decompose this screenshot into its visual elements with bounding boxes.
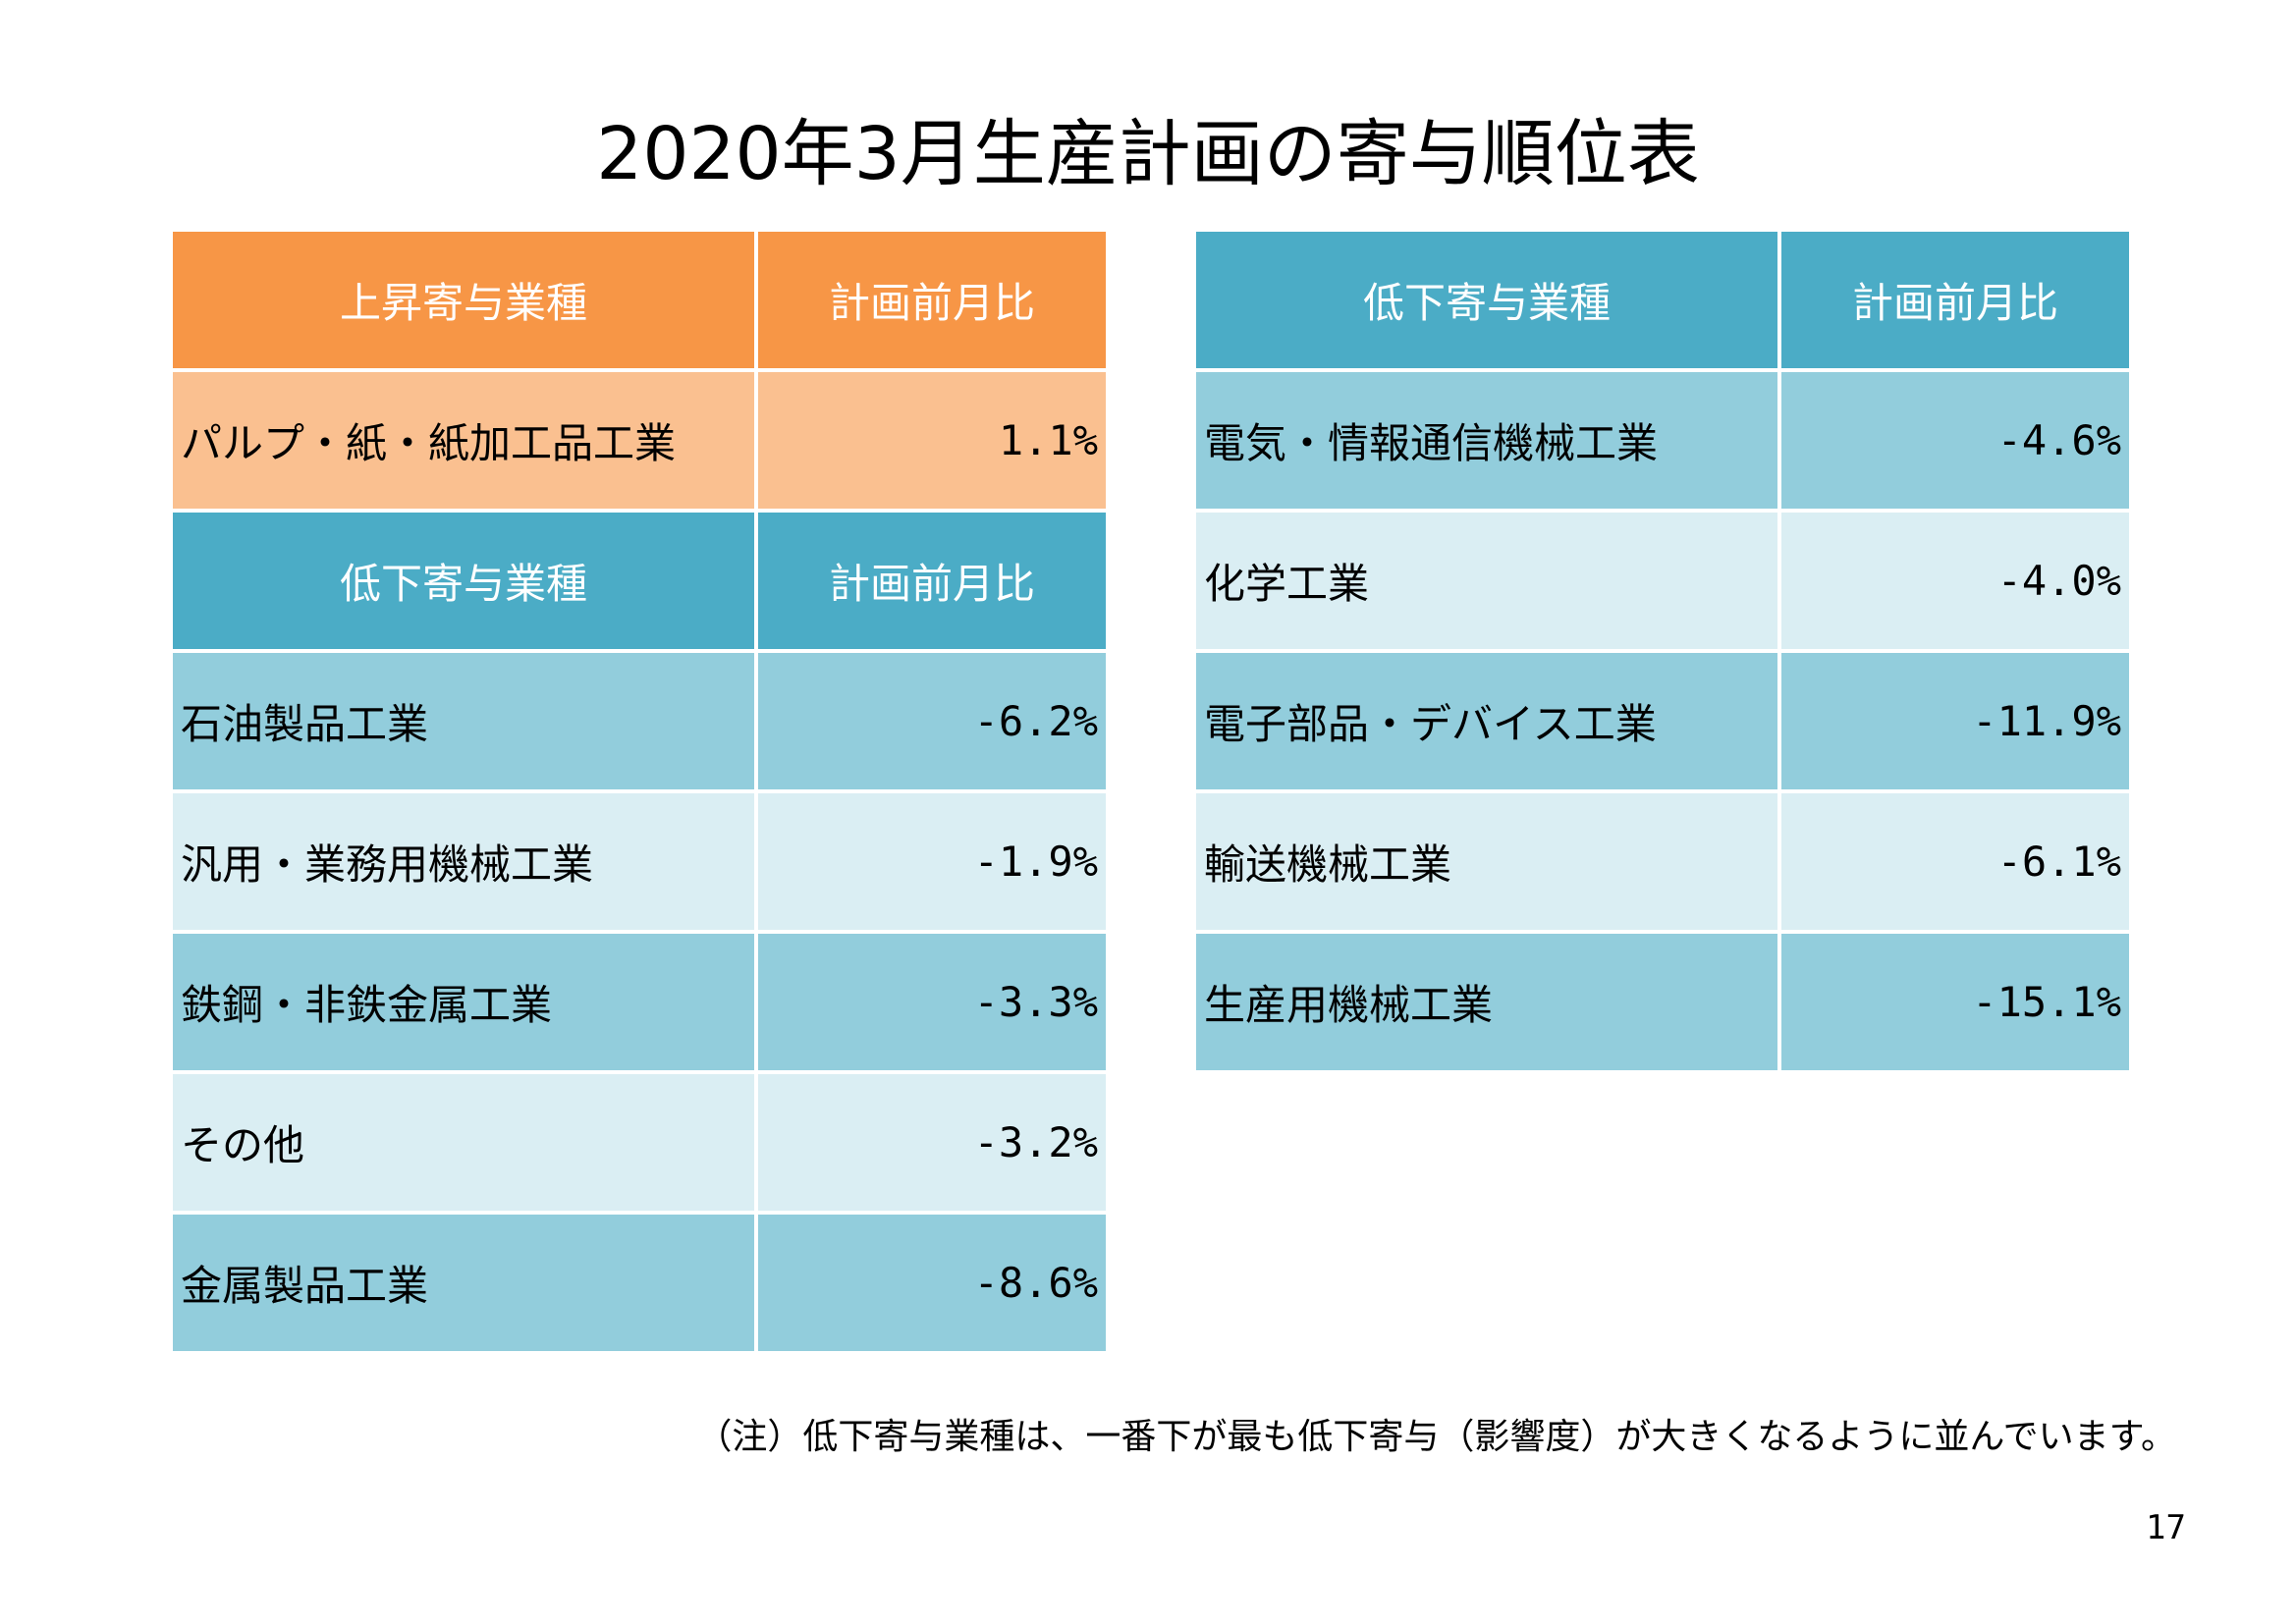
month-change-value: -3.2% — [754, 1070, 1110, 1215]
table-row: 電子部品・デバイス工業 -11.9% — [1192, 649, 2133, 793]
right-contribution-table: 低下寄与業種 計画前月比 電気・情報通信機械工業 -4.6% 化学工業 -4.0… — [1192, 228, 2133, 1074]
fall-header-row: 低下寄与業種 計画前月比 — [169, 509, 1110, 653]
month-change-value: -11.9% — [1777, 649, 2133, 793]
industry-name: その他 — [169, 1070, 758, 1215]
page-number: 17 — [2146, 1508, 2186, 1547]
table-row: 生産用機械工業 -15.1% — [1192, 930, 2133, 1074]
rise-value-header: 計画前月比 — [754, 228, 1110, 372]
table-row: 輸送機械工業 -6.1% — [1192, 789, 2133, 934]
fall-value-header: 計画前月比 — [754, 509, 1110, 653]
month-change-value: -6.2% — [754, 649, 1110, 793]
table-row: 金属製品工業 -8.6% — [169, 1211, 1110, 1355]
fall-category-header: 低下寄与業種 — [169, 509, 758, 653]
month-change-value: -4.6% — [1777, 368, 2133, 513]
table-row: その他 -3.2% — [169, 1070, 1110, 1215]
industry-name: 汎用・業務用機械工業 — [169, 789, 758, 934]
month-change-value: -4.0% — [1777, 509, 2133, 653]
fall-category-header: 低下寄与業種 — [1192, 228, 1781, 372]
table-row: 汎用・業務用機械工業 -1.9% — [169, 789, 1110, 934]
fall-header-row: 低下寄与業種 計画前月比 — [1192, 228, 2133, 372]
industry-name: 化学工業 — [1192, 509, 1781, 653]
month-change-value: -8.6% — [754, 1211, 1110, 1355]
industry-name: 金属製品工業 — [169, 1211, 758, 1355]
industry-name: 石油製品工業 — [169, 649, 758, 793]
table-row: 電気・情報通信機械工業 -4.6% — [1192, 368, 2133, 513]
fall-value-header: 計画前月比 — [1777, 228, 2133, 372]
page-title: 2020年3月生産計画の寄与順位表 — [596, 112, 1700, 196]
month-change-value: 1.1% — [754, 368, 1110, 513]
industry-name: 電気・情報通信機械工業 — [1192, 368, 1781, 513]
industry-name: 生産用機械工業 — [1192, 930, 1781, 1074]
table-row: 鉄鋼・非鉄金属工業 -3.3% — [169, 930, 1110, 1074]
month-change-value: -3.3% — [754, 930, 1110, 1074]
industry-name: パルプ・紙・紙加工品工業 — [169, 368, 758, 513]
industry-name: 電子部品・デバイス工業 — [1192, 649, 1781, 793]
industry-name: 輸送機械工業 — [1192, 789, 1781, 934]
table-row: 石油製品工業 -6.2% — [169, 649, 1110, 793]
footnote: （注）低下寄与業種は、一番下が最も低下寄与（影響度）が大きくなるように並んでいま… — [696, 1417, 2176, 1457]
month-change-value: -1.9% — [754, 789, 1110, 934]
month-change-value: -6.1% — [1777, 789, 2133, 934]
month-change-value: -15.1% — [1777, 930, 2133, 1074]
rise-category-header: 上昇寄与業種 — [169, 228, 758, 372]
table-row: パルプ・紙・紙加工品工業 1.1% — [169, 368, 1110, 513]
rise-header-row: 上昇寄与業種 計画前月比 — [169, 228, 1110, 372]
left-contribution-table: 上昇寄与業種 計画前月比 パルプ・紙・紙加工品工業 1.1% 低下寄与業種 計画… — [169, 228, 1110, 1355]
table-row: 化学工業 -4.0% — [1192, 509, 2133, 653]
industry-name: 鉄鋼・非鉄金属工業 — [169, 930, 758, 1074]
